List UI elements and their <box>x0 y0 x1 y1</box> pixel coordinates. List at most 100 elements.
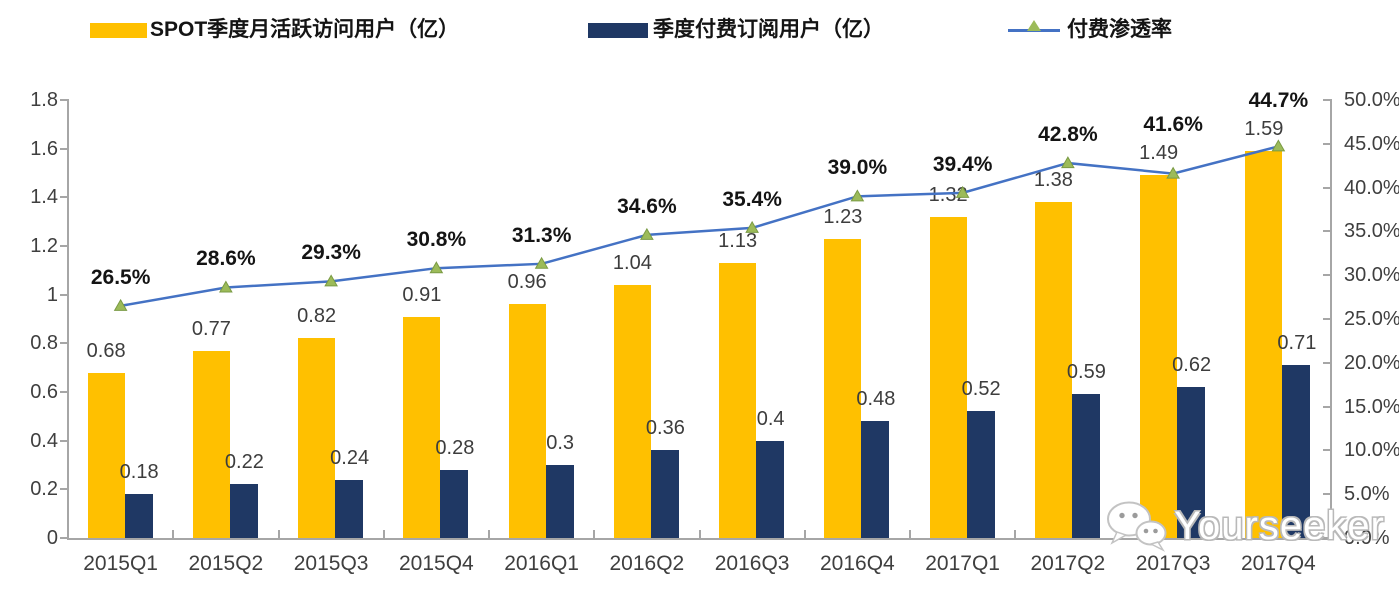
x-axis-tick <box>1014 530 1017 538</box>
penetration-label: 34.6% <box>617 194 677 218</box>
x-axis-line <box>66 537 1332 540</box>
right-axis-tick-label: 35.0% <box>1344 220 1399 243</box>
right-axis-tick <box>1323 230 1330 233</box>
x-axis-label: 2017Q1 <box>925 552 1000 575</box>
left-axis-tick <box>60 488 67 491</box>
paid-bar <box>229 484 258 538</box>
paid-bar <box>1071 394 1100 538</box>
left-axis-tick <box>60 391 67 393</box>
left-axis-tick-label: 1 <box>46 283 58 306</box>
mau-bar <box>508 304 546 538</box>
penetration-label: 39.0% <box>827 156 888 180</box>
right-axis-tick <box>1323 318 1330 320</box>
left-axis-tick-label: 1.6 <box>30 137 58 160</box>
paid-value-label: 0.4 <box>756 407 785 430</box>
paid-bar <box>124 494 153 538</box>
mau-value-label: 1.49 <box>1139 142 1179 165</box>
mau-value-label: 0.68 <box>86 339 126 362</box>
x-axis-tick <box>593 530 596 538</box>
penetration-label: 26.5% <box>90 265 151 289</box>
right-axis-tick <box>1323 361 1330 364</box>
right-axis-tick-label: 45.0% <box>1344 132 1399 155</box>
watermark-text: Yourseeker <box>1174 504 1385 548</box>
wechat-logo-icon <box>1107 501 1167 552</box>
left-axis-tick <box>60 293 67 296</box>
right-axis-tick <box>1323 99 1330 101</box>
right-axis-tick <box>1323 186 1330 189</box>
x-axis-tick <box>698 530 701 538</box>
mau-value-label: 0.77 <box>191 317 231 340</box>
penetration-label: 39.4% <box>932 152 993 176</box>
paid-bar <box>1282 365 1311 538</box>
x-axis-tick <box>1224 530 1227 538</box>
mau-bar <box>719 263 757 538</box>
x-axis-tick <box>382 530 385 538</box>
left-axis-tick-label: 0 <box>46 527 58 549</box>
right-axis-tick-label: 25.0% <box>1344 308 1399 330</box>
mau-value-label: 1.32 <box>928 183 968 206</box>
x-axis-label: 2017Q3 <box>1135 552 1211 575</box>
paid-value-label: 0.22 <box>224 451 264 474</box>
x-axis-label: 2017Q4 <box>1241 552 1316 575</box>
paid-value-label: 0.62 <box>1172 354 1212 377</box>
left-axis-tick-label: 0.2 <box>30 478 58 501</box>
x-axis-label: 2016Q1 <box>504 552 579 575</box>
paid-value-label: 0.28 <box>435 436 475 459</box>
triangle-marker-icon <box>219 280 233 293</box>
legend-swatch-mau <box>90 23 147 38</box>
right-axis-tick-label: 40.0% <box>1344 176 1399 199</box>
mau-value-label: 1.59 <box>1244 118 1284 141</box>
paid-value-label: 0.36 <box>645 417 685 440</box>
x-axis-label: 2016Q2 <box>609 552 685 575</box>
paid-bar <box>440 469 469 538</box>
paid-value-label: 0.3 <box>546 432 575 454</box>
triangle-marker-icon <box>850 189 865 202</box>
legend-triangle-marker-icon <box>1027 20 1041 31</box>
penetration-label: 35.4% <box>722 187 782 211</box>
left-axis-tick-label: 1.8 <box>30 89 58 111</box>
left-axis-tick-label: 0.8 <box>30 332 58 355</box>
right-axis-tick <box>1323 405 1330 408</box>
penetration-line <box>120 145 1279 308</box>
paid-value-label: 0.52 <box>961 378 1001 401</box>
penetration-label: 29.3% <box>301 241 361 265</box>
mau-value-label: 1.23 <box>823 205 863 228</box>
paid-bar <box>966 411 995 538</box>
right-axis-tick-label: 0.0% <box>1344 527 1390 549</box>
right-axis-tick <box>1323 537 1330 539</box>
triangle-marker-icon <box>113 298 128 311</box>
mau-value-label: 0.91 <box>402 283 442 306</box>
right-axis-tick-label: 10.0% <box>1344 439 1399 462</box>
paid-value-label: 0.59 <box>1066 361 1106 384</box>
left-axis-tick <box>60 147 67 150</box>
mau-value-label: 1.38 <box>1033 169 1073 192</box>
mau-value-label: 1.13 <box>718 230 758 253</box>
penetration-label: 44.7% <box>1248 89 1309 113</box>
penetration-label: 42.8% <box>1038 123 1098 147</box>
right-axis-tick-label: 5.0% <box>1344 483 1390 506</box>
mau-value-label: 1.04 <box>612 251 652 274</box>
left-axis-tick <box>60 245 67 247</box>
right-axis-tick-label: 15.0% <box>1344 395 1399 418</box>
right-axis-tick <box>1323 493 1330 496</box>
paid-value-label: 0.18 <box>119 461 159 484</box>
paid-bar <box>545 465 574 538</box>
paid-value-label: 0.24 <box>330 446 370 469</box>
right-axis-tick-label: 20.0% <box>1344 351 1399 374</box>
paid-bar <box>861 421 890 538</box>
x-axis-label: 2015Q4 <box>399 552 474 575</box>
triangle-marker-icon <box>640 227 654 240</box>
x-axis-tick <box>909 530 911 538</box>
right-axis-tick <box>1323 274 1330 277</box>
x-axis-tick <box>488 530 490 538</box>
mau-value-label: 0.82 <box>297 305 337 328</box>
triangle-marker-icon <box>1271 139 1286 152</box>
x-axis-label: 2016Q4 <box>820 552 895 575</box>
right-axis-tick <box>1323 449 1330 452</box>
legend-label-paid: 季度付费订阅用户（亿） <box>653 18 884 41</box>
triangle-marker-icon <box>1061 156 1075 169</box>
x-axis-label: 2015Q3 <box>293 552 369 575</box>
left-axis-tick <box>60 342 67 345</box>
triangle-marker-icon <box>324 274 338 287</box>
left-axis-tick <box>60 439 67 442</box>
